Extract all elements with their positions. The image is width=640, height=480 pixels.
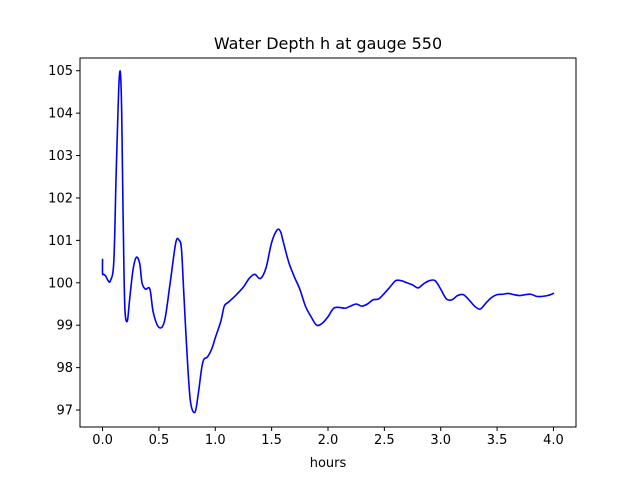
y-tick-label: 103: [48, 149, 73, 164]
x-tick-label: 0.0: [92, 433, 113, 448]
y-tick-label: 98: [56, 361, 73, 376]
x-tick-label: 3.5: [487, 433, 508, 448]
y-tick-label: 104: [48, 107, 73, 122]
series-line: [101, 70, 555, 414]
y-tick-label: 101: [48, 234, 73, 249]
x-tick-label: 4.0: [543, 433, 564, 448]
x-tick-label: 0.5: [149, 433, 170, 448]
chart-title: Water Depth h at gauge 550: [214, 34, 442, 53]
x-tick-label: 2.0: [318, 433, 339, 448]
y-tick-label: 100: [48, 276, 73, 291]
x-axis-label: hours: [310, 456, 347, 471]
series-group: [101, 70, 555, 414]
x-axis: 0.0 0.5 1.0 1.5 2.0 2.5 3.0 3.5 4.0: [92, 427, 564, 448]
y-axis: 97 98 99 100 101 102 103 104 105: [48, 64, 80, 419]
x-tick-label: 2.5: [374, 433, 395, 448]
plot-area-frame: [79, 57, 577, 428]
x-tick-label: 1.5: [261, 433, 282, 448]
x-tick-label: 3.0: [430, 433, 451, 448]
y-tick-label: 99: [56, 319, 73, 334]
y-tick-label: 102: [48, 191, 73, 206]
y-tick-label: 105: [48, 64, 73, 79]
x-tick-label: 1.0: [205, 433, 226, 448]
y-tick-label: 97: [56, 404, 73, 419]
